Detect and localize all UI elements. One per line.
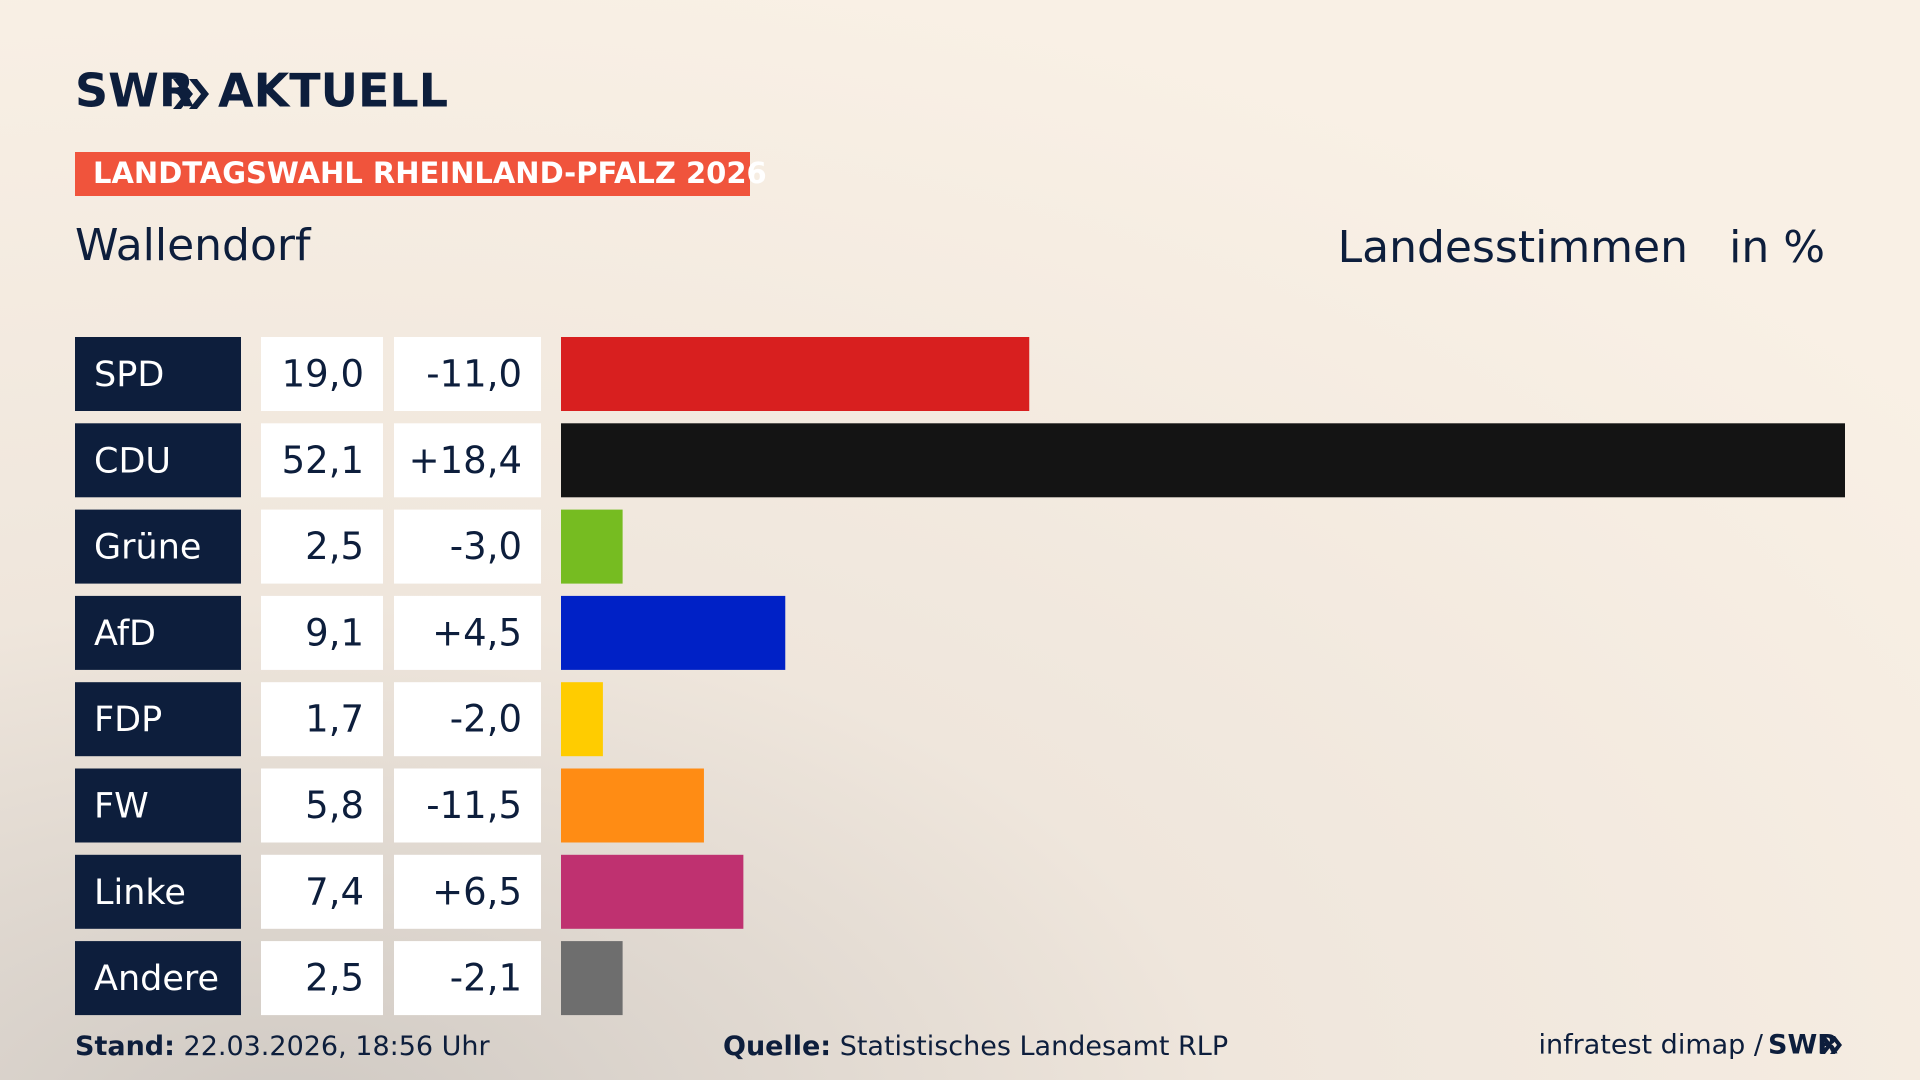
logo: SWR bbox=[75, 64, 194, 118]
value-label: 1,7 bbox=[305, 698, 364, 741]
value-label: 19,0 bbox=[282, 353, 364, 396]
change-label: -3,0 bbox=[450, 525, 522, 568]
value-box bbox=[261, 595, 383, 670]
unit: in % bbox=[1729, 222, 1825, 273]
party-label: AfD bbox=[94, 614, 156, 654]
credit-logo: SWR bbox=[1768, 1030, 1838, 1061]
party-label: SPD bbox=[94, 355, 164, 395]
stand-label: Stand: bbox=[75, 1031, 175, 1062]
party-box bbox=[75, 854, 241, 929]
party-box bbox=[75, 768, 241, 843]
change-label: -2,0 bbox=[450, 698, 522, 741]
change-label: -11,0 bbox=[426, 353, 522, 396]
logo-arrows bbox=[173, 79, 209, 109]
footer-source: Quelle: Statistisches Landesamt RLP bbox=[723, 1031, 1228, 1062]
party-label: Grüne bbox=[94, 528, 201, 568]
value-box bbox=[261, 337, 383, 411]
footer-stand: Stand: 22.03.2026, 18:56 Uhr bbox=[75, 1031, 491, 1062]
change-label: +4,5 bbox=[432, 611, 522, 654]
party-label: CDU bbox=[94, 441, 171, 481]
party-label: Andere bbox=[94, 959, 219, 999]
value-box bbox=[261, 854, 383, 929]
change-label: +6,5 bbox=[432, 870, 522, 913]
party-box bbox=[75, 941, 241, 1016]
party-box bbox=[75, 423, 241, 498]
value-box bbox=[261, 509, 383, 584]
value-label: 2,5 bbox=[305, 525, 364, 568]
value-label: 2,5 bbox=[305, 957, 364, 1000]
change-label: -2,1 bbox=[450, 957, 522, 1000]
source-label: Quelle: bbox=[723, 1031, 831, 1062]
change-box bbox=[394, 768, 541, 843]
stand: 22.03.2026, 18:56 Uhr bbox=[184, 1031, 491, 1062]
measure: Landesstimmen bbox=[1338, 222, 1688, 273]
value-label: 9,1 bbox=[305, 611, 364, 654]
bar bbox=[561, 768, 704, 843]
kicker-box bbox=[75, 152, 750, 196]
change-box bbox=[394, 509, 541, 584]
bar bbox=[561, 595, 786, 670]
credit-arrows bbox=[1820, 1036, 1842, 1054]
value-box bbox=[261, 941, 383, 1016]
title: Wallendorf bbox=[75, 220, 312, 271]
change-label: -11,5 bbox=[426, 784, 522, 827]
value-label: 5,8 bbox=[305, 784, 364, 827]
value-label: 7,4 bbox=[305, 870, 364, 913]
source: Statistisches Landesamt RLP bbox=[840, 1031, 1228, 1062]
value-label: 52,1 bbox=[282, 439, 364, 482]
party-label: FDP bbox=[94, 700, 162, 740]
change-box bbox=[394, 682, 541, 757]
kicker: LANDTAGSWAHL RHEINLAND-PFALZ 2026 bbox=[93, 156, 767, 190]
bar bbox=[561, 509, 623, 584]
credit: infratest dimap / bbox=[1538, 1030, 1763, 1061]
change-box bbox=[394, 423, 541, 498]
value-box bbox=[261, 682, 383, 757]
bar bbox=[561, 682, 603, 757]
value-box bbox=[261, 768, 383, 843]
value-box bbox=[261, 423, 383, 498]
party-box bbox=[75, 595, 241, 670]
change-label: +18,4 bbox=[409, 439, 522, 482]
party-label: FW bbox=[94, 787, 149, 827]
bar bbox=[561, 423, 1845, 498]
party-box bbox=[75, 509, 241, 584]
logo-suffix: AKTUELL bbox=[218, 64, 448, 118]
bar bbox=[561, 854, 744, 929]
party-box bbox=[75, 682, 241, 757]
change-box bbox=[394, 595, 541, 670]
party-label: Linke bbox=[94, 873, 186, 913]
change-box bbox=[394, 854, 541, 929]
change-box bbox=[394, 941, 541, 1016]
change-box bbox=[394, 337, 541, 411]
bar bbox=[561, 337, 1030, 411]
bar bbox=[561, 941, 623, 1016]
party-box bbox=[75, 337, 241, 411]
